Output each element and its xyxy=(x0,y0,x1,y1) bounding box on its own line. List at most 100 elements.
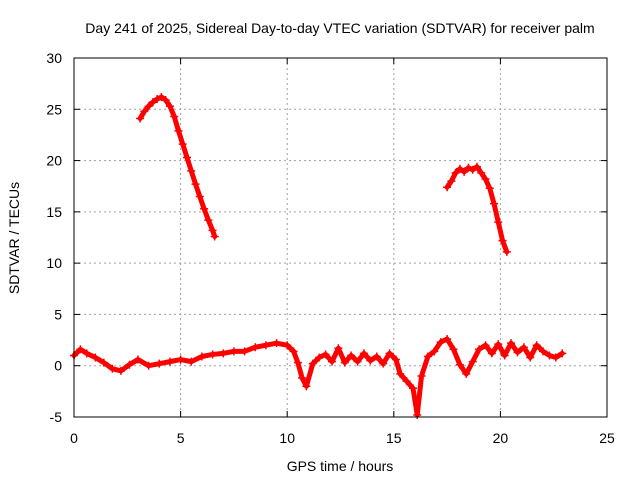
data-point xyxy=(408,384,417,393)
data-point xyxy=(308,359,317,368)
data-point xyxy=(481,175,490,184)
data-point xyxy=(366,356,375,365)
data-point xyxy=(436,338,445,347)
data-point xyxy=(187,166,196,175)
data-point xyxy=(208,350,217,359)
data-point xyxy=(144,361,153,370)
data-point xyxy=(417,371,426,380)
data-point xyxy=(298,374,307,383)
data-point xyxy=(451,168,460,177)
x-tick-label: 20 xyxy=(493,430,509,446)
data-point xyxy=(153,95,162,104)
data-point xyxy=(82,349,91,358)
data-point xyxy=(204,216,213,225)
y-tick-label: 0 xyxy=(54,358,62,374)
data-point xyxy=(359,349,368,358)
data-point xyxy=(500,351,509,360)
data-point xyxy=(195,192,204,201)
data-point xyxy=(519,343,528,352)
plot-frame xyxy=(73,57,608,418)
data-point xyxy=(443,183,452,192)
data-point xyxy=(487,349,496,358)
data-point xyxy=(334,344,343,353)
data-point xyxy=(462,369,471,378)
data-point xyxy=(261,341,270,350)
data-point xyxy=(302,382,311,391)
data-point xyxy=(191,180,200,189)
data-point xyxy=(347,351,356,360)
data-point xyxy=(460,167,469,176)
data-point xyxy=(391,355,400,364)
grid xyxy=(74,58,607,417)
data-point xyxy=(558,349,567,358)
data-point xyxy=(116,366,125,375)
data-point xyxy=(430,347,439,356)
data-point xyxy=(182,153,191,162)
y-axis-label: SDTVAR / TECUs xyxy=(6,182,22,294)
data-point xyxy=(176,355,185,364)
data-point xyxy=(140,107,149,116)
data-point xyxy=(353,357,362,366)
data-point xyxy=(455,164,464,173)
data-point xyxy=(251,343,260,352)
x-tick-label: 25 xyxy=(599,430,615,446)
data-point xyxy=(502,247,511,256)
data-point xyxy=(293,358,302,367)
data-point xyxy=(108,364,117,373)
y-tick-label: 25 xyxy=(46,101,62,117)
data-point xyxy=(340,358,349,367)
data-point xyxy=(148,98,157,107)
x-tick-label: 10 xyxy=(279,430,295,446)
data-point xyxy=(402,377,411,386)
x-tick-label: 5 xyxy=(177,430,185,446)
data-point xyxy=(136,114,145,123)
x-tick-label: 0 xyxy=(70,430,78,446)
data-point xyxy=(513,348,522,357)
data-point xyxy=(187,357,196,366)
data-point xyxy=(372,352,381,361)
data-point xyxy=(449,345,458,354)
data-point xyxy=(545,351,554,360)
data-point xyxy=(321,350,330,359)
y-tick-label: 5 xyxy=(54,306,62,322)
data-point xyxy=(413,410,422,419)
data-point xyxy=(532,341,541,350)
data-point xyxy=(161,96,170,105)
data-point xyxy=(272,339,281,348)
y-tick-label: -5 xyxy=(50,409,63,425)
data-points xyxy=(70,92,567,419)
data-point xyxy=(165,102,174,111)
data-point xyxy=(443,335,452,344)
data-point xyxy=(551,353,560,362)
data-point xyxy=(447,177,456,186)
data-point xyxy=(200,204,209,213)
data-point xyxy=(396,369,405,378)
series-baseline xyxy=(70,335,567,419)
data-point xyxy=(468,357,477,366)
data-point xyxy=(219,349,228,358)
x-axis-label: GPS time / hours xyxy=(287,458,394,474)
data-point xyxy=(526,353,535,362)
chart-title: Day 241 of 2025, Sidereal Day-to-day VTE… xyxy=(85,20,594,36)
data-point xyxy=(76,345,85,354)
data-point xyxy=(468,165,477,174)
data-point xyxy=(327,357,336,366)
data-point xyxy=(289,347,298,356)
data-point xyxy=(477,168,486,177)
data-point xyxy=(174,126,183,135)
data-point xyxy=(170,112,179,121)
y-tick-label: 30 xyxy=(46,50,62,66)
data-point xyxy=(283,341,292,350)
data-point xyxy=(208,226,217,235)
data-point xyxy=(423,352,432,361)
x-tick-label: 15 xyxy=(386,430,402,446)
data-point xyxy=(464,163,473,172)
data-point xyxy=(490,199,499,208)
series-arc-2 xyxy=(443,162,511,256)
data-point xyxy=(157,92,166,101)
data-point xyxy=(507,339,516,348)
data-point xyxy=(485,184,494,193)
data-point xyxy=(133,355,142,364)
data-point xyxy=(475,345,484,354)
